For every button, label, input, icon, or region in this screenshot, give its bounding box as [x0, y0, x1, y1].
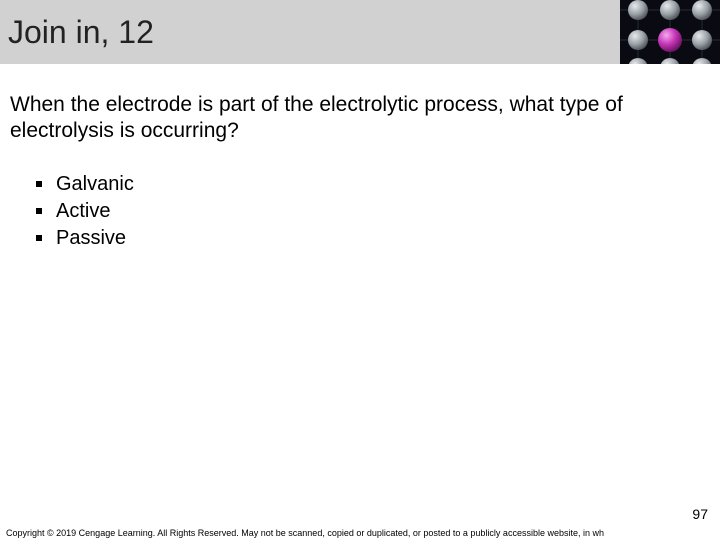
bullet-icon [36, 235, 42, 241]
copyright-text: Copyright © 2019 Cengage Learning. All R… [0, 528, 720, 540]
option-label: Galvanic [56, 173, 134, 196]
slide: Join in, 12 [0, 0, 720, 540]
corner-decorative-image [620, 0, 720, 64]
option-label: Passive [56, 227, 126, 250]
page-number: 97 [692, 506, 708, 522]
list-item: Active [36, 200, 710, 223]
list-item: Galvanic [36, 173, 710, 196]
slide-title: Join in, 12 [8, 14, 154, 51]
options-list: Galvanic Active Passive [0, 145, 720, 250]
option-label: Active [56, 200, 110, 223]
list-item: Passive [36, 227, 710, 250]
bullet-icon [36, 208, 42, 214]
bullet-icon [36, 181, 42, 187]
title-bar: Join in, 12 [0, 0, 720, 64]
question-text: When the electrode is part of the electr… [0, 64, 720, 145]
